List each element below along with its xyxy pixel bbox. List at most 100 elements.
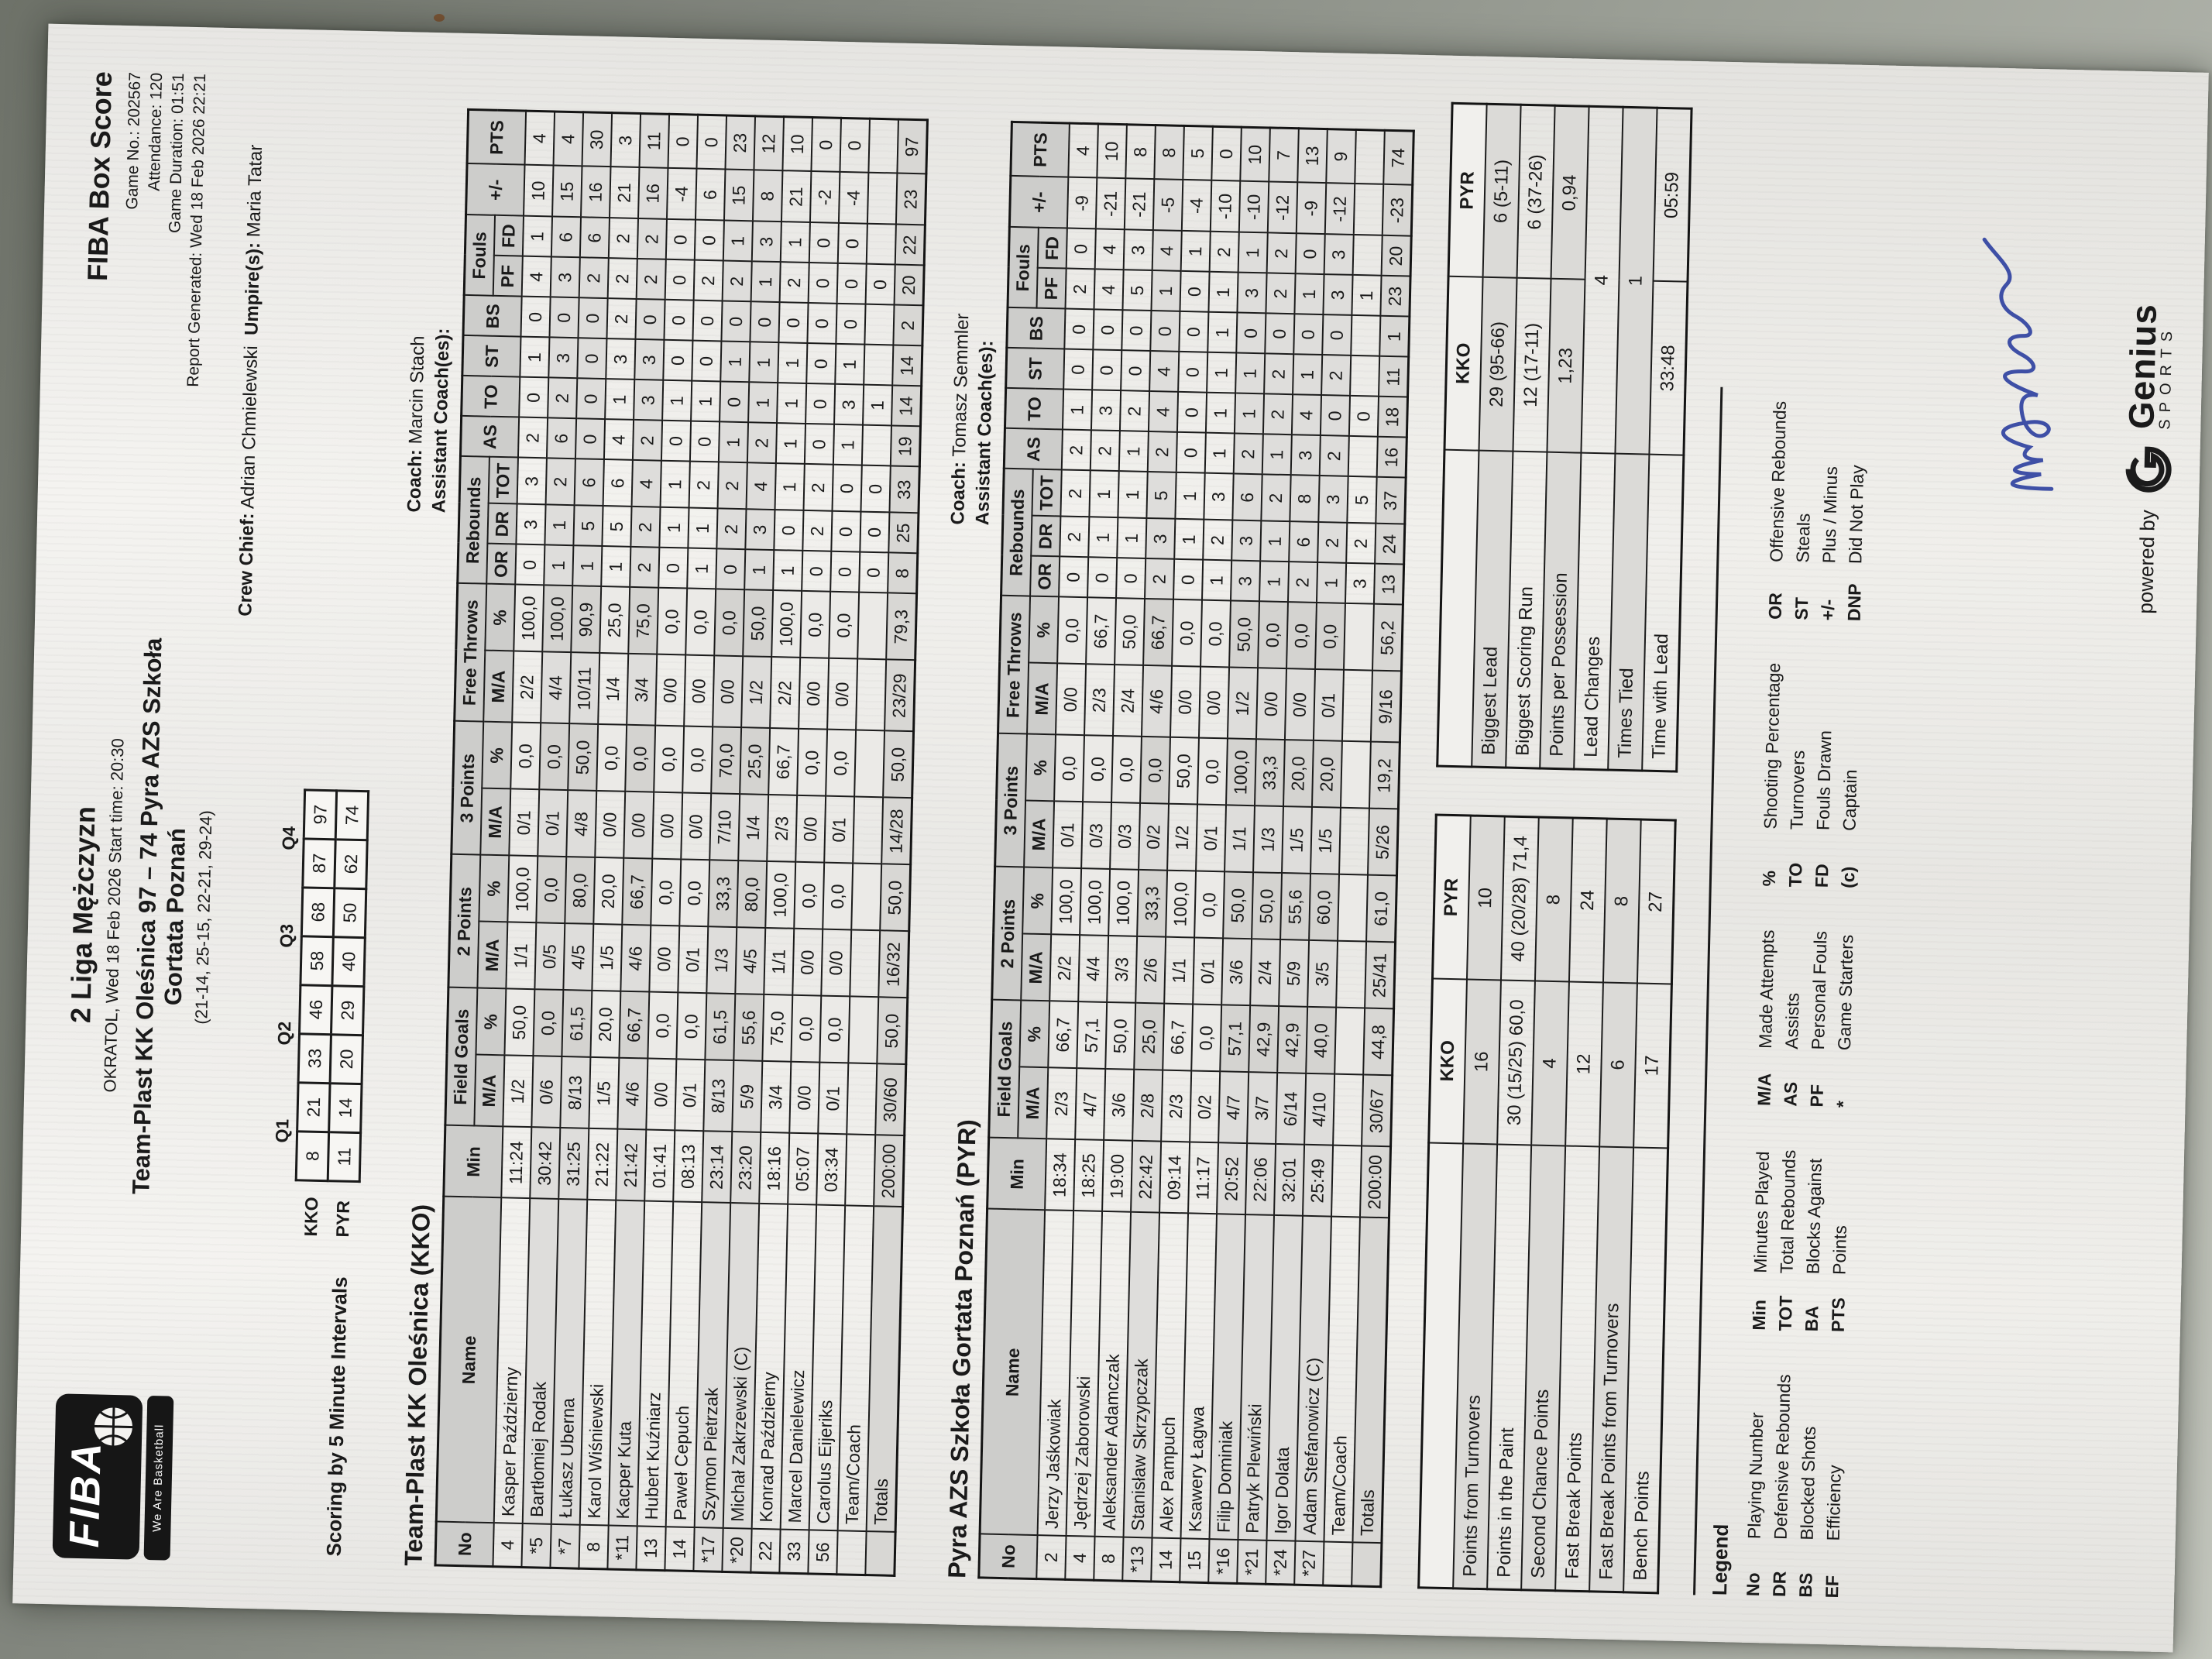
stat-ftp <box>1343 603 1374 672</box>
stat-p3: 7/10 <box>709 793 740 861</box>
stat-st: 3 <box>606 338 636 380</box>
stat-pts: 11 <box>639 113 670 169</box>
stat-pf: 2 <box>636 259 666 301</box>
col-turnovers: TO <box>1005 388 1064 430</box>
stat-dr: 1 <box>659 507 689 548</box>
stat-fgp: 66,7 <box>1163 1004 1194 1071</box>
stat-or: 1 <box>544 544 574 586</box>
stat-p3 <box>853 796 884 864</box>
stat-as: 2 <box>1319 435 1349 477</box>
col-fg-pct: % <box>476 988 507 1056</box>
stat-p3p: 0,0 <box>1083 735 1113 803</box>
col-pf: PF <box>1036 268 1066 309</box>
stat-fd: 3 <box>1324 234 1354 276</box>
stat-fg: 8/13 <box>560 1056 591 1129</box>
stat-st: 0 <box>1092 349 1122 391</box>
stat-dr: 3 <box>1231 520 1262 562</box>
stat-pts: 0 <box>1211 126 1242 182</box>
legend-term: Personal Fouls <box>1808 930 1831 1050</box>
basketball-icon <box>91 1405 135 1448</box>
stat-fd: 2 <box>637 218 667 260</box>
stat-dr: 1 <box>688 508 718 549</box>
col-turnovers: TO <box>461 376 520 417</box>
legend-abbr: % <box>1758 870 1780 887</box>
legend-abbr: FD <box>1811 864 1832 888</box>
intervals-score: 8 <box>296 1131 329 1181</box>
stat-fd: 4 <box>1094 228 1125 270</box>
legend-item: * Game Starters <box>1829 931 1860 1108</box>
summary-pyr-value: 6 (5-11) <box>1482 104 1521 279</box>
stat-ft: 4/4 <box>541 651 572 724</box>
stat-fgp: 50,0 <box>1105 1002 1136 1070</box>
stat-ft: 1/4 <box>598 653 629 726</box>
stat-p2p: 80,0 <box>565 857 596 925</box>
stat-pf: 3 <box>1237 272 1267 314</box>
stat-fgp: 50,0 <box>504 988 535 1056</box>
stat-pm: 23 <box>895 173 926 225</box>
intervals-score: 74 <box>335 790 369 840</box>
coach-label: Coach: <box>947 461 970 525</box>
legend-item: (c) Captain <box>1835 665 1867 889</box>
stat-st: 1 <box>1235 352 1266 394</box>
stat-p3: 1/4 <box>738 794 769 862</box>
stat-p2: 2/2 <box>1049 934 1080 1002</box>
summary-kko-value: 6 <box>1599 982 1637 1148</box>
stat-p3p: 50,0 <box>1169 737 1199 805</box>
stat-ft: 2/4 <box>1112 665 1144 737</box>
col-no: No <box>434 1521 494 1567</box>
summary-pyr-value: 27 <box>1637 819 1676 984</box>
stat-tot: 3 <box>1318 476 1348 524</box>
stat-fg: 8/13 <box>703 1060 734 1132</box>
stat-fg: 0/1 <box>675 1059 706 1132</box>
legend-term: Fouls Drawn <box>1812 730 1836 831</box>
stat-min: 08:13 <box>673 1130 704 1203</box>
stat-fgp: 50,0 <box>877 997 908 1065</box>
stat-as: 1 <box>775 423 806 465</box>
stat-dr: 2 <box>1060 516 1090 558</box>
stat-fd: 1 <box>723 220 753 262</box>
legend-term: Turnovers <box>1786 750 1808 830</box>
col-or: OR <box>486 544 517 585</box>
legend-abbr: * <box>1832 1100 1853 1108</box>
legend-item: Min Minutes Played <box>1746 1149 1776 1331</box>
legend-abbr: (c) <box>1837 866 1859 889</box>
stat-tot: 4 <box>746 462 776 510</box>
stat-p3p: 25,0 <box>740 727 771 795</box>
stat-fd: 0 <box>665 219 696 261</box>
coach-name: Tomasz Semmler <box>949 313 974 458</box>
col-ft-ma: M/A <box>483 651 514 723</box>
stat-to: 0 <box>1176 392 1207 434</box>
summary-team-header: PYR <box>1448 103 1487 278</box>
stat-bs: 2 <box>606 298 637 340</box>
stat-p2p: 50,0 <box>1252 872 1283 940</box>
stat-p3: 0/0 <box>795 795 826 864</box>
stat-ftp: 0,0 <box>800 591 831 659</box>
stat-pm: -4 <box>1181 180 1212 232</box>
stat-fg: 4/10 <box>1304 1073 1335 1146</box>
col-tot: TOT <box>488 457 518 504</box>
crew-chief-name: Adrian Chmielewski <box>237 345 263 510</box>
stat-p3: 0/3 <box>1081 802 1112 870</box>
stat-ft: 2/2 <box>770 657 801 730</box>
umpires-label: Umpire(s): <box>241 242 265 336</box>
stat-p3p: 19,2 <box>1369 742 1400 809</box>
stat-ft: 0/0 <box>684 654 715 727</box>
stat-p3: 0/1 <box>1053 801 1084 869</box>
stat-to: 1 <box>605 379 635 421</box>
stat-p2: 1/3 <box>706 926 737 994</box>
stat-fg: 3/6 <box>1104 1069 1135 1142</box>
stat-fgp: 66,7 <box>619 991 650 1060</box>
stat-pf: 2 <box>693 260 723 301</box>
stat-p3: 1/5 <box>1310 807 1341 875</box>
stat-no: *24 <box>1266 1540 1296 1585</box>
stat-ft: 4/6 <box>1141 665 1173 738</box>
stat-st: 1 <box>1293 354 1323 396</box>
stat-to: 14 <box>891 385 922 427</box>
stat-p2: 0/1 <box>678 926 709 994</box>
stat-pts: 10 <box>782 116 813 172</box>
stat-or: 8 <box>888 552 918 594</box>
stat-p3p: 50,0 <box>568 723 599 792</box>
stat-pts: 0 <box>696 115 727 170</box>
legend-column: OR Offensive Rebounds ST Steals +/- Plus / Mi… <box>1762 400 1872 622</box>
legend-item: EF Efficiency <box>1819 1376 1850 1599</box>
